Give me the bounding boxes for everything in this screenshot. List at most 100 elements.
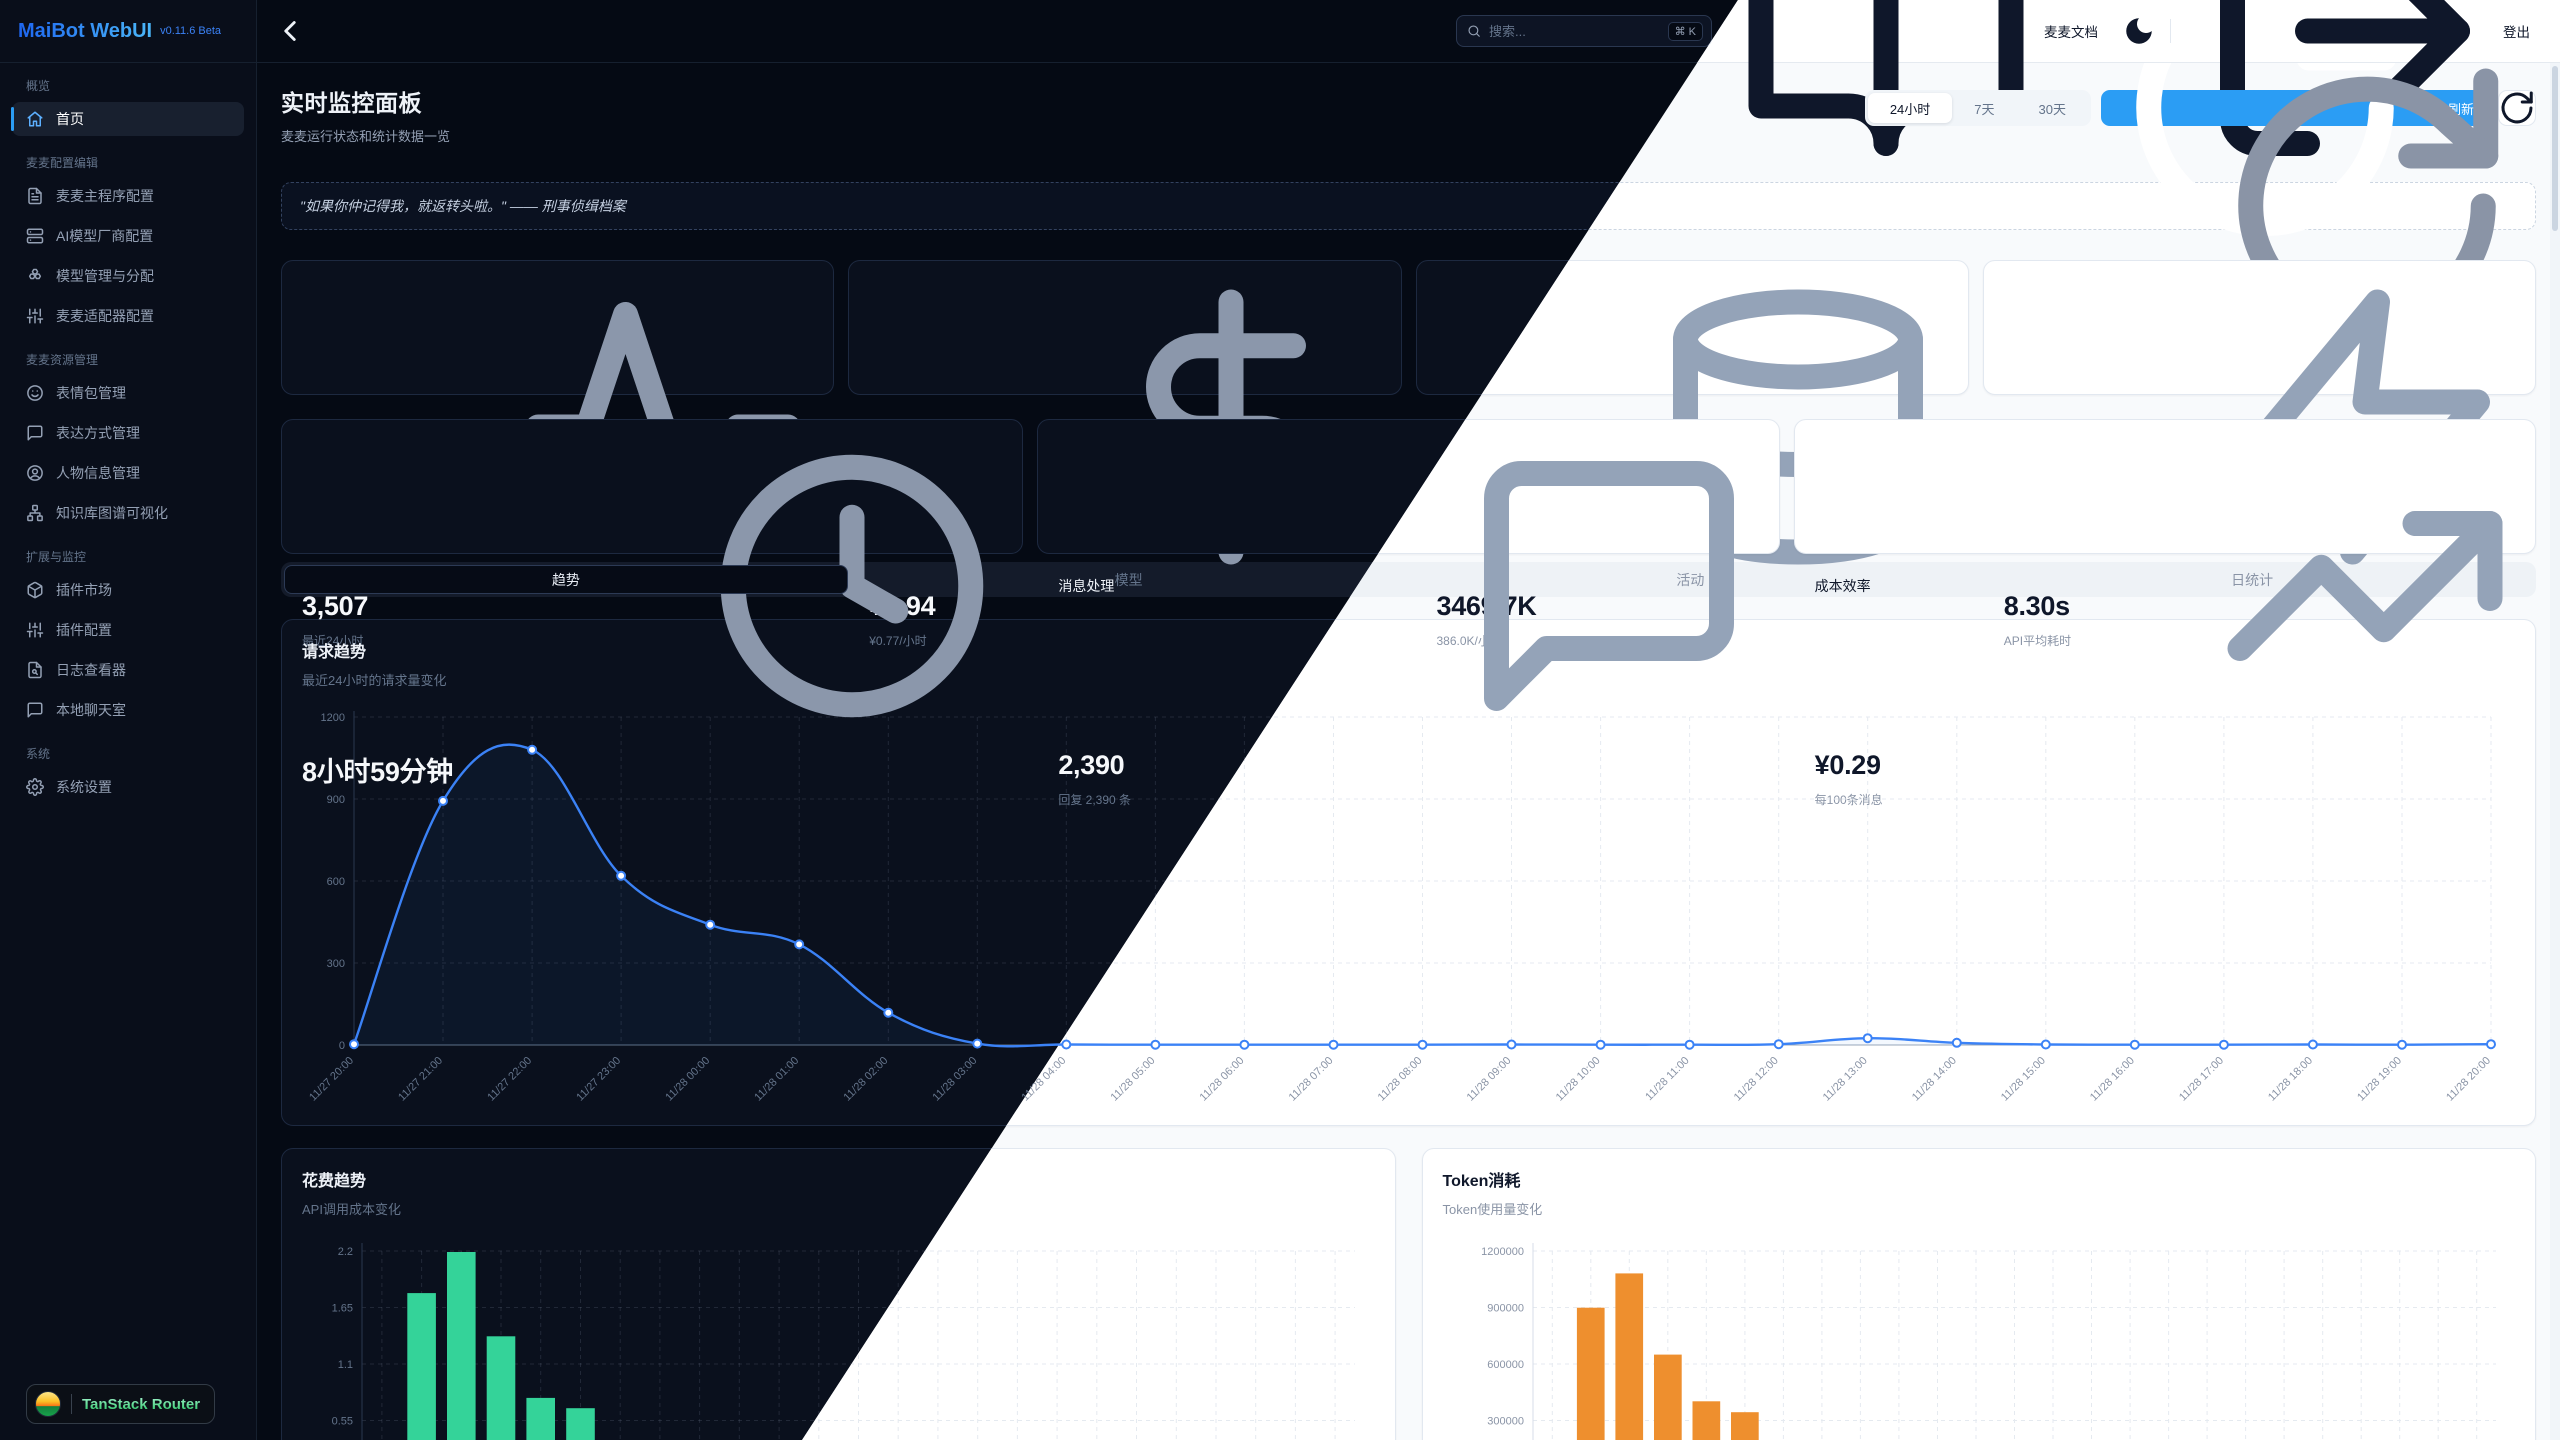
svg-text:11/27 21:00: 11/27 21:00 bbox=[396, 1055, 445, 1104]
svg-text:300000: 300000 bbox=[1487, 1416, 1524, 1428]
message-square-icon bbox=[26, 424, 44, 442]
divider bbox=[71, 1394, 72, 1414]
sidebar-item-label: AI模型厂商配置 bbox=[56, 228, 154, 244]
collapse-sidebar-button[interactable] bbox=[273, 14, 307, 48]
brand: MaiBot WebUI v0.11.6 Beta bbox=[0, 0, 256, 63]
svg-text:11/28 00:00: 11/28 00:00 bbox=[663, 1055, 712, 1104]
svg-text:11/27 20:00: 11/27 20:00 bbox=[307, 1055, 356, 1104]
search-input[interactable] bbox=[1489, 23, 1660, 39]
range-24h-button[interactable]: 24小时 bbox=[1867, 93, 1953, 123]
title-block: 实时监控面板 麦麦运行状态和统计数据一览 bbox=[281, 84, 450, 145]
quote-text: "如果你仲记得我，就返转头啦。" —— 刑事侦缉档案 bbox=[300, 198, 626, 214]
home-icon bbox=[26, 110, 44, 128]
sidebar-item-expression-management[interactable]: 表达方式管理 bbox=[12, 416, 244, 450]
stat-card-messages: 消息处理 2,390 回复 2,390 条 bbox=[1037, 419, 1780, 807]
sidebar-item-plugin-config[interactable]: 插件配置 bbox=[12, 613, 244, 647]
svg-text:11/28 18:00: 11/28 18:00 bbox=[2266, 1055, 2315, 1104]
docs-button[interactable]: 麦麦文档 bbox=[1726, 0, 2108, 156]
sidebar-nav: 概览 首页 麦麦配置编辑 麦麦主程序配置 AI模型厂商配置 模型管理与分配 麦麦… bbox=[0, 63, 256, 824]
sidebar-item-adapter-config[interactable]: 麦麦适配器配置 bbox=[12, 299, 244, 333]
top-bar-actions: ⌘ K 麦麦文档 登出 bbox=[1456, 0, 2540, 156]
hexagons-icon bbox=[26, 267, 44, 285]
time-range-selector: 24小时 7天 30天 bbox=[1864, 90, 2091, 126]
stat-card-cost-efficiency: 成本效率 ¥0.29 每100条消息 bbox=[1793, 419, 2536, 807]
shortcut-badge: ⌘ K bbox=[1667, 21, 1703, 41]
sidebar-item-label: 模型管理与分配 bbox=[56, 268, 154, 284]
svg-text:600000: 600000 bbox=[1487, 1359, 1524, 1371]
tab-models[interactable]: 模型 bbox=[1114, 571, 1143, 588]
sidebar-section-resources: 麦麦资源管理 bbox=[26, 353, 99, 367]
package-icon bbox=[26, 581, 44, 599]
stat-sub: 最近24小时 bbox=[302, 634, 364, 648]
sidebar-item-home[interactable]: 首页 bbox=[11, 102, 244, 136]
svg-text:11/28 17:00: 11/28 17:00 bbox=[2177, 1055, 2226, 1104]
sidebar-item-local-chat[interactable]: 本地聊天室 bbox=[12, 693, 244, 727]
svg-text:1200: 1200 bbox=[321, 712, 345, 724]
sliders-icon bbox=[26, 621, 44, 639]
sidebar-item-label: 日志查看器 bbox=[56, 662, 126, 678]
cost-trend-card: 花费趋势 API调用成本变化 0.551.11.652.211/27 20:00… bbox=[281, 1148, 1396, 1440]
sidebar-item-main-config[interactable]: 麦麦主程序配置 bbox=[12, 179, 244, 213]
request-trend-chart: 0 300 600 900 1200 11/27 20:00 11/27 21:00 11/2… bbox=[302, 697, 2515, 1125]
smile-icon bbox=[26, 384, 44, 402]
stat-card-avg-response: 平均响应 8.30s API平均耗时 bbox=[1982, 260, 2536, 648]
message-square-icon bbox=[26, 701, 44, 719]
svg-text:11/28 20:00: 11/28 20:00 bbox=[2444, 1055, 2493, 1104]
tab-daily-stats[interactable]: 日统计 bbox=[2231, 571, 2274, 588]
svg-text:11/28 14:00: 11/28 14:00 bbox=[1910, 1055, 1959, 1104]
svg-text:11/28 09:00: 11/28 09:00 bbox=[1465, 1055, 1514, 1104]
docs-button-label: 麦麦文档 bbox=[2044, 25, 2098, 40]
logout-button-label: 登出 bbox=[2503, 25, 2530, 40]
svg-text:11/28 15:00: 11/28 15:00 bbox=[1999, 1055, 2048, 1104]
svg-text:300: 300 bbox=[327, 958, 345, 970]
sidebar-item-system-settings[interactable]: 系统设置 bbox=[12, 770, 244, 804]
sidebar-item-person-info[interactable]: 人物信息管理 bbox=[12, 456, 244, 490]
chart-subtitle: 最近24小时的请求量变化 bbox=[302, 673, 447, 688]
sidebar-item-plugin-market[interactable]: 插件市场 bbox=[12, 573, 244, 607]
svg-text:1200000: 1200000 bbox=[1481, 1246, 1524, 1258]
theme-toggle-button[interactable] bbox=[2122, 14, 2156, 48]
svg-text:11/28 08:00: 11/28 08:00 bbox=[1376, 1055, 1425, 1104]
network-icon bbox=[26, 504, 44, 522]
sidebar-item-emoji-management[interactable]: 表情包管理 bbox=[12, 376, 244, 410]
scrollbar-thumb[interactable] bbox=[2552, 66, 2558, 231]
divider bbox=[2170, 19, 2171, 43]
svg-text:11/28 07:00: 11/28 07:00 bbox=[1287, 1055, 1336, 1104]
sidebar-item-label: 系统设置 bbox=[56, 779, 112, 795]
svg-text:600: 600 bbox=[327, 876, 345, 888]
sidebar-item-log-viewer[interactable]: 日志查看器 bbox=[12, 653, 244, 687]
file-text-icon bbox=[26, 187, 44, 205]
sidebar-item-label: 麦麦主程序配置 bbox=[56, 188, 154, 204]
svg-text:11/28 02:00: 11/28 02:00 bbox=[841, 1055, 890, 1104]
svg-text:11/28 11:00: 11/28 11:00 bbox=[1643, 1055, 1691, 1103]
sidebar-item-model-management[interactable]: 模型管理与分配 bbox=[12, 259, 244, 293]
stat-card-online-duration: 在线时长 8小时59分钟 bbox=[281, 419, 1024, 787]
sidebar-item-label: 首页 bbox=[56, 111, 84, 127]
chart-title: 请求趋势 bbox=[302, 644, 367, 661]
sidebar-item-label: 表达方式管理 bbox=[56, 425, 140, 441]
svg-text:11/28 05:00: 11/28 05:00 bbox=[1109, 1055, 1158, 1104]
search-box[interactable]: ⌘ K bbox=[1456, 15, 1712, 47]
svg-text:1.65: 1.65 bbox=[332, 1303, 353, 1315]
range-30d-button[interactable]: 30天 bbox=[2017, 93, 2088, 123]
svg-text:900: 900 bbox=[327, 794, 345, 806]
tab-trends[interactable]: 趋势 bbox=[284, 565, 848, 594]
svg-text:0.55: 0.55 bbox=[332, 1416, 353, 1428]
logout-button[interactable]: 登出 bbox=[2185, 0, 2540, 156]
svg-text:900000: 900000 bbox=[1487, 1303, 1524, 1315]
tab-activity[interactable]: 活动 bbox=[1676, 571, 1705, 588]
sidebar-item-ai-provider-config[interactable]: AI模型厂商配置 bbox=[12, 219, 244, 253]
stats-row-2: 在线时长 8小时59分钟 消息处理 2,390 回复 2,390 条 成本效率 … bbox=[281, 419, 2536, 807]
sidebar-item-knowledge-graph[interactable]: 知识库图谱可视化 bbox=[12, 496, 244, 530]
stat-value: 8小时59分钟 bbox=[302, 757, 453, 787]
range-7d-button[interactable]: 7天 bbox=[1952, 93, 2016, 123]
svg-text:11/28 01:00: 11/28 01:00 bbox=[752, 1055, 801, 1104]
page-subtitle: 麦麦运行状态和统计数据一览 bbox=[281, 129, 451, 144]
tanstack-devtools-button[interactable]: TanStack Router bbox=[26, 1384, 216, 1424]
gear-icon bbox=[26, 778, 44, 796]
sidebar-item-label: 插件市场 bbox=[56, 582, 112, 598]
token-usage-chart: 300000600000900000120000011/27 20:0011/2… bbox=[1443, 1228, 2516, 1440]
bottom-charts-row: 花费趋势 API调用成本变化 0.551.11.652.211/27 20:00… bbox=[281, 1148, 2536, 1440]
title-row: 实时监控面板 麦麦运行状态和统计数据一览 24小时 7天 30天 自动刷新 bbox=[281, 63, 2536, 237]
